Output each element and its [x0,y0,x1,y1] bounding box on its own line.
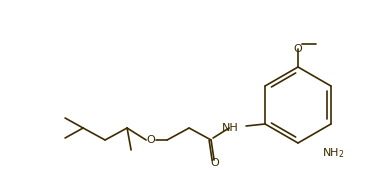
Text: O: O [211,158,220,168]
Text: NH$_2$: NH$_2$ [322,146,344,160]
Text: O: O [147,135,156,145]
Text: O: O [294,44,302,54]
Text: NH: NH [222,123,239,133]
